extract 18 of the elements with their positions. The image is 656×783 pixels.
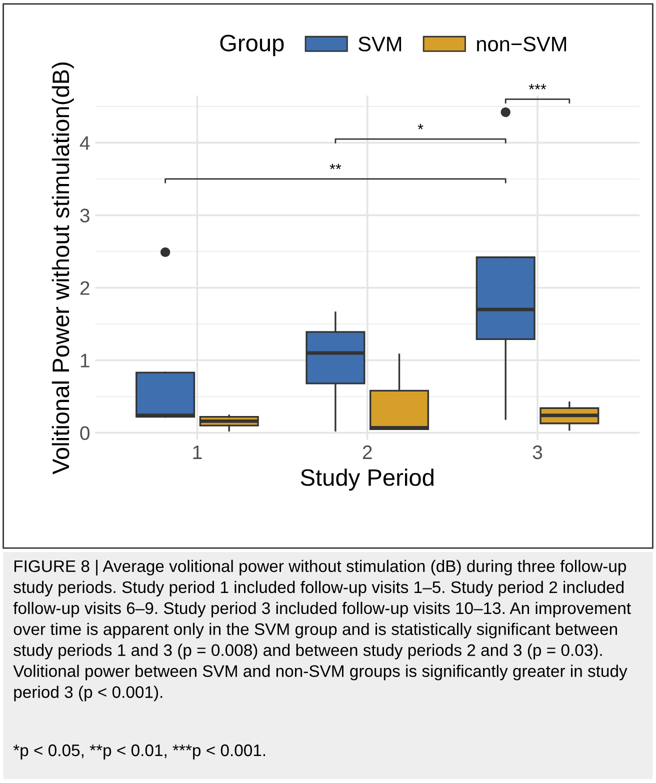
x-tick-label: 3 — [532, 445, 542, 460]
annotation: ** — [330, 164, 342, 170]
x-tick-label: 1 — [193, 446, 202, 459]
text: *p < 0.05, **p < 0.01, ***p < 0.001. — [13, 744, 266, 760]
annotation: * — [418, 124, 424, 130]
legend-title: Group — [220, 34, 284, 56]
y-tick-label: 3 — [80, 208, 90, 222]
legend-label: SVM — [358, 36, 402, 52]
y-tick-label: 1 — [80, 354, 90, 368]
y-tick-label: 0 — [80, 426, 90, 440]
x-tick-label: 2 — [362, 445, 372, 459]
caption: FIGURE 8 | Average volitional power without stimulation (dB) during three follow-up study periods. Study period 1 included follow-up visits 1–5. Study period 2 included follow-up visits 6–9. Study period 3 included follow-up visits 10–13. An improvement over time is apparent only in the SVM group and is statistically significant between study periods 1 and 3 (p = 0.008) and between study periods 2 and 3 (p = 0.03). Volitional power between SVM and non-SVM groups is significantly greater in study period 3 (p < 0.001). — [13, 560, 631, 702]
y-axis-title: Volitional Power without stimulation(dB) — [52, 62, 74, 474]
legend-label: non−SVM — [477, 36, 566, 52]
y-tick-label: 4 — [80, 136, 90, 150]
x-axis-title: Study Period — [300, 468, 434, 491]
y-tick-label: 2 — [80, 281, 90, 295]
text: *** — [528, 84, 546, 90]
